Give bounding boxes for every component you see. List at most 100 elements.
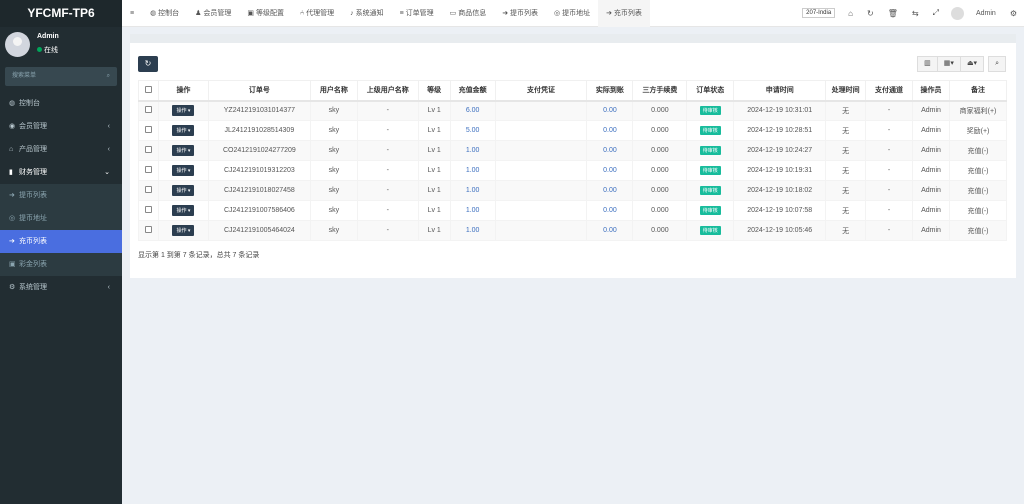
table-row: 操作 ▾ CJ2412191007586406 sky - Lv 1 1.00 0.00 0.… bbox=[138, 200, 1008, 221]
sidebar-item-5[interactable]: ◎ 提币地址 bbox=[0, 207, 122, 230]
admin-name[interactable]: Admin bbox=[975, 9, 996, 17]
sidebar-item-2[interactable]: ⌂ 产品管理 ‹ bbox=[0, 138, 122, 161]
op-label: 操作 bbox=[176, 108, 187, 115]
row-checkbox[interactable] bbox=[138, 220, 159, 241]
column-header: 订单状态 bbox=[686, 80, 735, 102]
home-icon[interactable]: ⌂ bbox=[848, 8, 854, 18]
operate-dropdown-button[interactable]: 操作 ▾ bbox=[172, 225, 195, 236]
nav-tabs: ◍ 控制台 ♟ 会员管理 ▣ 等级配置 ⑃ 代理管理 ♪ 系统通知 ≡ 订单管理 ▭ 商品信… bbox=[142, 0, 650, 27]
channel-cell: - bbox=[865, 120, 914, 141]
nav-tab-5[interactable]: ≡ 订单管理 bbox=[392, 0, 442, 27]
sidebar-item-3[interactable]: ▮ 财务管理 ⌄ bbox=[0, 161, 122, 184]
nav-tab-2[interactable]: ▣ 等级配置 bbox=[239, 0, 292, 27]
amount-cell: 5.00 bbox=[449, 120, 496, 141]
parent-cell: - bbox=[356, 120, 419, 141]
proof-cell bbox=[494, 200, 588, 221]
operate-dropdown-button[interactable]: 操作 ▾ bbox=[172, 165, 195, 176]
actual-cell: 0.00 bbox=[586, 220, 634, 241]
nav-tab-1[interactable]: ♟ 会员管理 bbox=[187, 0, 239, 27]
region-badge[interactable]: 207-India bbox=[802, 8, 836, 18]
amount-cell: 1.00 bbox=[449, 180, 496, 201]
row-checkbox[interactable] bbox=[138, 180, 159, 201]
sidebar-item-1[interactable]: ◉ 会员管理 ‹ bbox=[0, 115, 122, 138]
app-logo: YFCMF-TP6 bbox=[0, 0, 122, 27]
column-header[interactable]: 申请时间 bbox=[733, 80, 827, 102]
status-cell: 待审核 bbox=[686, 220, 735, 241]
toggle-view-button[interactable]: ▥ bbox=[917, 56, 938, 72]
operate-dropdown-button[interactable]: 操作 ▾ bbox=[172, 125, 195, 136]
tab-label: 系统通知 bbox=[355, 9, 384, 17]
nav-tab-3[interactable]: ⑃ 代理管理 bbox=[292, 0, 342, 27]
operate-dropdown-button[interactable]: 操作 ▾ bbox=[172, 105, 195, 117]
sign-out-icon: ➜ bbox=[9, 192, 15, 199]
sidebar-item-7[interactable]: ▣ 彩金列表 bbox=[0, 253, 122, 276]
avatar bbox=[5, 32, 30, 57]
fee-cell: 0.000 bbox=[632, 120, 688, 141]
tab-label: 商品信息 bbox=[458, 9, 487, 17]
columns-dropdown-button[interactable]: ▦▾ bbox=[937, 56, 961, 72]
trash-icon[interactable]: 🗑 bbox=[887, 8, 898, 18]
export-dropdown-button[interactable]: ⏏▾ bbox=[960, 56, 985, 72]
table-row: 操作 ▾ CO2412191024277209 sky - Lv 1 1.00 0.00 0.… bbox=[138, 140, 1008, 161]
menu-toggle-icon[interactable]: ≡ bbox=[130, 9, 135, 17]
sitemap-icon: ⑃ bbox=[299, 9, 305, 17]
operate-dropdown-button[interactable]: 操作 ▾ bbox=[172, 205, 195, 216]
apply_time-cell: 2024-12-19 10:07:58 bbox=[733, 200, 827, 221]
sidebar-item-label: 彩金列表 bbox=[19, 261, 47, 268]
language-icon[interactable]: ⇆ bbox=[911, 8, 919, 18]
sidebar-item-4[interactable]: ➜ 提币列表 bbox=[0, 184, 122, 207]
sidebar-item-6[interactable]: ➔ 充币列表 bbox=[0, 230, 122, 253]
menu-search-input[interactable]: 搜索菜单 ⌕ bbox=[5, 67, 117, 86]
tab-label: 控制台 bbox=[158, 9, 180, 17]
top-navbar: ≡ ◍ 控制台 ♟ 会员管理 ▣ 等级配置 ⑃ 代理管理 ♪ 系统通知 ≡ 订单管理 ▭ 商… bbox=[122, 0, 1024, 27]
user-panel: Admin 在线 bbox=[0, 27, 122, 63]
nav-tab-9[interactable]: ➔ 充币列表 bbox=[598, 0, 650, 27]
sign-in-icon: ➔ bbox=[9, 238, 15, 245]
sidebar-item-8[interactable]: ⚙ 系统管理 ‹ bbox=[0, 276, 122, 299]
row-checkbox[interactable] bbox=[138, 160, 159, 181]
row-checkbox[interactable] bbox=[138, 140, 159, 161]
op-cell: 操作 ▾ bbox=[157, 220, 209, 241]
apply_time-cell: 2024-12-19 10:18:02 bbox=[733, 180, 827, 201]
level-cell: Lv 1 bbox=[417, 120, 451, 141]
refresh-icon[interactable]: ↻ bbox=[867, 8, 874, 18]
nav-tab-8[interactable]: ◎ 提币地址 bbox=[546, 0, 598, 27]
user-cell: sky bbox=[309, 140, 358, 161]
operator-cell: Admin bbox=[912, 140, 950, 161]
search-toggle-button[interactable]: ⌕ bbox=[988, 56, 1006, 72]
dashboard-icon: ◍ bbox=[150, 9, 157, 17]
sidebar-item-label: 提币列表 bbox=[19, 192, 47, 199]
select-all-checkbox[interactable] bbox=[138, 80, 159, 102]
op-label: 操作 bbox=[176, 168, 187, 174]
process_time-cell: 无 bbox=[825, 100, 867, 121]
sidebar-item-label: 会员管理 bbox=[19, 123, 47, 130]
fullscreen-icon[interactable]: ⤢ bbox=[932, 8, 939, 17]
nav-tab-7[interactable]: ➜ 提币列表 bbox=[494, 0, 546, 27]
desktop-icon: ▭ bbox=[449, 9, 457, 17]
status-cell: 待审核 bbox=[686, 100, 735, 121]
actual-cell: 0.00 bbox=[586, 100, 634, 121]
status-badge: 待审核 bbox=[699, 146, 721, 155]
fee-cell: 0.000 bbox=[632, 100, 688, 121]
channel-cell: - bbox=[865, 160, 914, 181]
sidebar-item-0[interactable]: ◍ 控制台 bbox=[0, 92, 122, 115]
apply_time-cell: 2024-12-19 10:28:51 bbox=[733, 120, 827, 141]
admin-avatar[interactable] bbox=[950, 6, 964, 20]
nav-tab-0[interactable]: ◍ 控制台 bbox=[142, 0, 187, 27]
operate-dropdown-button[interactable]: 操作 ▾ bbox=[172, 185, 195, 196]
operator-cell: Admin bbox=[912, 220, 950, 241]
column-header: 支付凭证 bbox=[494, 80, 588, 102]
nav-tab-6[interactable]: ▭ 商品信息 bbox=[442, 0, 495, 27]
amount-cell: 1.00 bbox=[449, 160, 496, 181]
row-checkbox[interactable] bbox=[138, 120, 159, 141]
table-row: 操作 ▾ CJ2412191018027458 sky - Lv 1 1.00 0.00 0.… bbox=[138, 180, 1008, 201]
nav-tab-4[interactable]: ♪ 系统通知 bbox=[342, 0, 391, 27]
remark-cell: 充值(-) bbox=[948, 140, 1008, 161]
cogs-icon[interactable]: ⚙ bbox=[1009, 8, 1017, 18]
refresh-button[interactable]: ↻ bbox=[138, 56, 158, 72]
row-checkbox[interactable] bbox=[138, 200, 159, 221]
operate-dropdown-button[interactable]: 操作 ▾ bbox=[172, 145, 195, 156]
amount-cell: 6.00 bbox=[449, 100, 496, 121]
row-checkbox[interactable] bbox=[138, 100, 159, 121]
status-cell: 待审核 bbox=[686, 200, 735, 221]
